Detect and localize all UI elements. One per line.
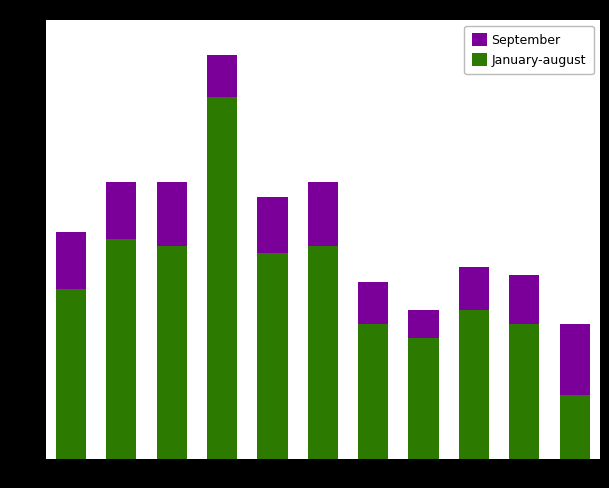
Bar bbox=[56, 289, 86, 459]
Bar bbox=[157, 246, 187, 459]
Bar bbox=[207, 98, 237, 459]
Bar bbox=[409, 310, 438, 338]
Bar bbox=[106, 239, 136, 459]
Bar bbox=[358, 282, 389, 324]
Bar bbox=[207, 55, 237, 98]
Bar bbox=[106, 183, 136, 239]
Bar bbox=[409, 338, 438, 459]
Bar bbox=[308, 183, 338, 246]
Bar bbox=[509, 324, 540, 459]
Bar bbox=[459, 310, 489, 459]
Bar bbox=[560, 395, 590, 459]
Bar bbox=[560, 324, 590, 395]
Bar bbox=[509, 275, 540, 324]
Legend: September, January-august: September, January-august bbox=[464, 26, 594, 74]
Bar bbox=[358, 324, 389, 459]
Bar bbox=[157, 183, 187, 246]
Bar bbox=[257, 253, 287, 459]
Bar bbox=[459, 267, 489, 310]
Bar bbox=[56, 232, 86, 289]
Bar bbox=[308, 246, 338, 459]
Bar bbox=[257, 197, 287, 253]
